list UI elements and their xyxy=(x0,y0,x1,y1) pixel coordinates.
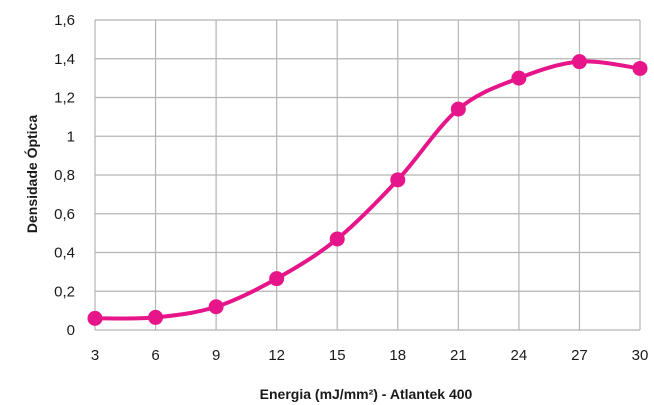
chart-tick-labels: 0 0,2 0,4 0,6 0,8 1 1,2 1,4 1,6 3 6 9 12 15 18 21 24 27 30 xyxy=(54,12,648,364)
x-tick-label: 15 xyxy=(329,347,346,364)
data-point xyxy=(511,70,527,86)
x-tick-label: 6 xyxy=(151,347,159,364)
y-tick-label: 1,2 xyxy=(54,90,75,107)
data-point xyxy=(450,101,466,117)
y-axis-title: Densidade Óptica xyxy=(23,115,40,233)
y-tick-label: 0,4 xyxy=(54,245,75,262)
x-tick-label: 24 xyxy=(511,347,528,364)
x-tick-label: 9 xyxy=(212,347,220,364)
data-point xyxy=(148,309,164,325)
data-point xyxy=(632,60,648,76)
x-axis-title: Energia (mJ/mm²) - Atlantek 400 xyxy=(260,386,473,402)
chart-series xyxy=(87,54,648,326)
data-point xyxy=(269,271,285,287)
x-tick-label: 30 xyxy=(632,347,649,364)
x-tick-label: 3 xyxy=(91,347,99,364)
y-tick-label: 0,2 xyxy=(54,283,75,300)
y-tick-label: 0,8 xyxy=(54,167,75,184)
y-tick-label: 1,4 xyxy=(54,51,75,68)
x-tick-label: 21 xyxy=(450,347,467,364)
data-point xyxy=(571,54,587,70)
y-tick-label: 1 xyxy=(67,128,75,145)
x-tick-label: 27 xyxy=(571,347,588,364)
y-tick-label: 0 xyxy=(67,322,75,339)
data-point xyxy=(208,299,224,315)
data-point xyxy=(329,231,345,247)
series-line xyxy=(93,59,642,321)
data-point xyxy=(87,310,103,326)
y-tick-label: 1,6 xyxy=(54,12,75,29)
x-tick-label: 12 xyxy=(268,347,285,364)
chart-grid xyxy=(94,19,641,331)
data-point xyxy=(390,172,406,188)
x-tick-label: 18 xyxy=(389,347,406,364)
y-tick-label: 0,6 xyxy=(54,206,75,223)
